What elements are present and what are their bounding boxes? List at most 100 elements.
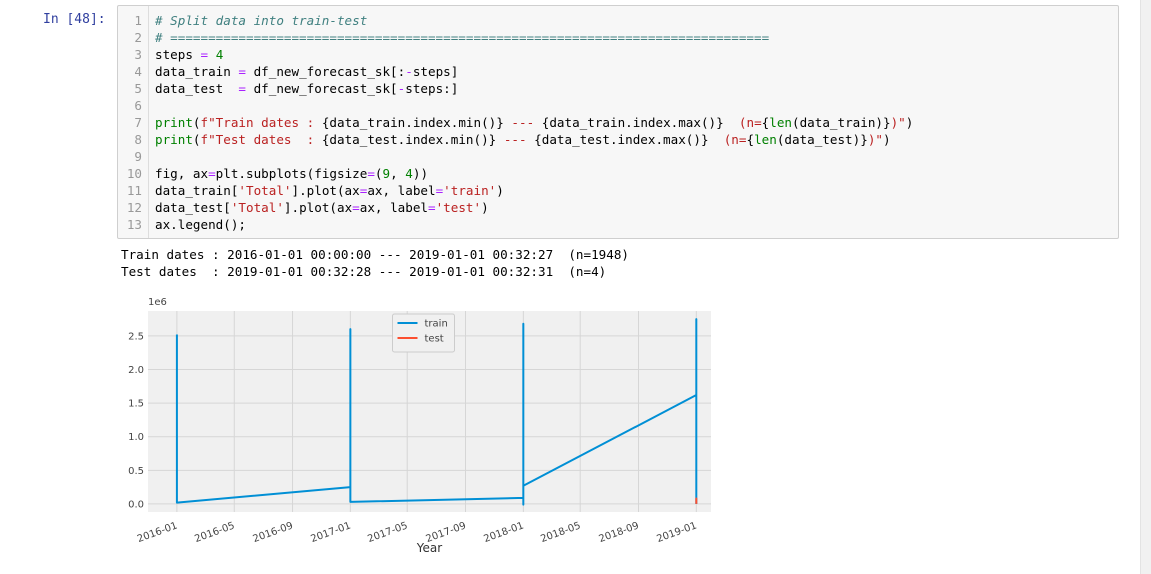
- code-token: 9: [382, 166, 391, 181]
- code-token: =: [428, 200, 436, 215]
- code-token: steps: [155, 47, 201, 62]
- code-token: ].plot(ax: [283, 200, 353, 215]
- code-token: print: [155, 115, 193, 130]
- code-line: 3 steps = 4: [118, 46, 913, 63]
- x-tick-label: 2019-01: [655, 520, 698, 545]
- x-axis-label: Year: [416, 541, 442, 555]
- code-token: 'train': [443, 183, 497, 198]
- code-token: data_train: [155, 64, 239, 79]
- code-token: df_new_forecast_sk[: [246, 81, 398, 96]
- code-token: ax, label: [367, 183, 436, 198]
- code-token: (data_train)}: [792, 115, 891, 130]
- x-tick-label: 2017-05: [366, 520, 409, 545]
- code-token: =: [435, 183, 444, 198]
- code-token: 4: [405, 166, 413, 181]
- code-token: {data_test.index.min()}: [321, 132, 497, 147]
- code-line: 2 # =====================================…: [118, 29, 913, 46]
- code-token: )": [867, 132, 883, 147]
- code-token: {data_train.index.min()}: [321, 115, 504, 130]
- y-tick-label: 1.5: [128, 399, 144, 410]
- legend-label: train: [425, 319, 448, 330]
- code-token: (: [374, 166, 383, 181]
- code-token: fig, ax: [155, 166, 209, 181]
- y-tick-label: 0.0: [128, 499, 144, 510]
- code-line: 4 data_train = df_new_forecast_sk[:-steps…: [118, 63, 913, 80]
- code-line: 11 data_train['Total'].plot(ax=ax, label=…: [118, 182, 913, 199]
- line-number: 10: [126, 166, 142, 181]
- line-number: 8: [134, 132, 142, 147]
- y-tick-label: 2.0: [128, 365, 144, 376]
- gutter-divider: [148, 6, 149, 238]
- line-number: 9: [134, 149, 142, 164]
- code-line: 10 fig, ax=plt.subplots(figsize=(9, 4)): [118, 165, 913, 182]
- code-line: 1 # Split data into train-test: [118, 12, 913, 29]
- legend-label: test: [425, 334, 444, 345]
- code-token: ].plot(ax: [291, 183, 360, 198]
- code-token: f"Test dates :: [200, 132, 322, 147]
- code-token: ---: [503, 115, 542, 130]
- line-number: 13: [126, 217, 142, 232]
- code-token: # Split data into train-test: [155, 13, 368, 28]
- cell-output: Train dates : 2016-01-01 00:00:00 --- 20…: [121, 246, 629, 280]
- code-token: 4: [215, 47, 224, 62]
- code-token: =: [238, 81, 246, 96]
- line-number: 1: [134, 13, 142, 28]
- y-tick-label: 2.5: [128, 331, 144, 342]
- code-token: ,: [390, 166, 406, 181]
- y-tick-label: 0.5: [128, 466, 144, 477]
- code-token: {: [761, 115, 770, 130]
- code-token: (data_test)}: [776, 132, 868, 147]
- code-token: data_test: [155, 81, 239, 96]
- code-token: steps]: [412, 64, 459, 79]
- code-token: len: [754, 132, 777, 147]
- code-lines: 1 # Split data into train-test 2 # ========…: [118, 12, 914, 233]
- x-tick-label: 2016-05: [193, 520, 236, 545]
- code-token: (n=: [723, 115, 762, 130]
- code-token: {: [746, 132, 755, 147]
- code-token: (n=: [708, 132, 747, 147]
- code-token: ---: [496, 132, 535, 147]
- line-number: 4: [134, 64, 142, 79]
- x-tick-label: 2018-05: [539, 520, 582, 545]
- code-token: )": [890, 115, 906, 130]
- output-line: Train dates : 2016-01-01 00:00:00 --- 20…: [121, 247, 629, 262]
- code-token: ): [496, 183, 504, 198]
- code-token: (: [192, 132, 201, 147]
- code-token: 'Total': [238, 183, 292, 198]
- code-token: -: [405, 64, 413, 79]
- code-token: =: [208, 166, 216, 181]
- x-tick-label: 2016-01: [136, 520, 179, 545]
- code-token: -: [397, 81, 406, 96]
- line-number: 5: [134, 81, 142, 96]
- code-line: 9: [118, 148, 913, 165]
- code-token: ): [882, 132, 891, 147]
- scrollbar[interactable]: [1140, 0, 1151, 574]
- code-token: print: [155, 132, 193, 147]
- code-token: 'Total': [230, 200, 284, 215]
- code-token: =: [238, 64, 246, 79]
- line-number: 6: [134, 98, 142, 113]
- code-token: ax, label: [359, 200, 428, 215]
- y-tick-label: 1.0: [128, 432, 144, 443]
- x-tick-label: 2017-01: [309, 520, 352, 545]
- code-cell[interactable]: 1 # Split data into train-test 2 # ========…: [117, 5, 1119, 239]
- code-token: plt.subplots(figsize: [215, 166, 368, 181]
- code-line: 13 ax.legend();: [118, 216, 913, 233]
- code-token: ): [905, 115, 914, 130]
- code-token: 'test': [435, 200, 482, 215]
- code-token: data_test[: [155, 200, 231, 215]
- code-token: =: [352, 200, 360, 215]
- code-token: ax.legend();: [155, 217, 246, 232]
- line-number: 3: [134, 47, 142, 62]
- line-number: 11: [126, 183, 142, 198]
- code-token: =: [367, 166, 375, 181]
- code-line: 5 data_test = df_new_forecast_sk[-steps:]: [118, 80, 913, 97]
- code-line: 7 print(f"Train dates : {data_train.index…: [118, 114, 913, 131]
- x-tick-label: 2018-09: [598, 520, 641, 545]
- code-token: =: [200, 47, 209, 62]
- code-token: len: [769, 115, 792, 130]
- code-token: =: [359, 183, 368, 198]
- code-token: {data_train.index.max()}: [541, 115, 724, 130]
